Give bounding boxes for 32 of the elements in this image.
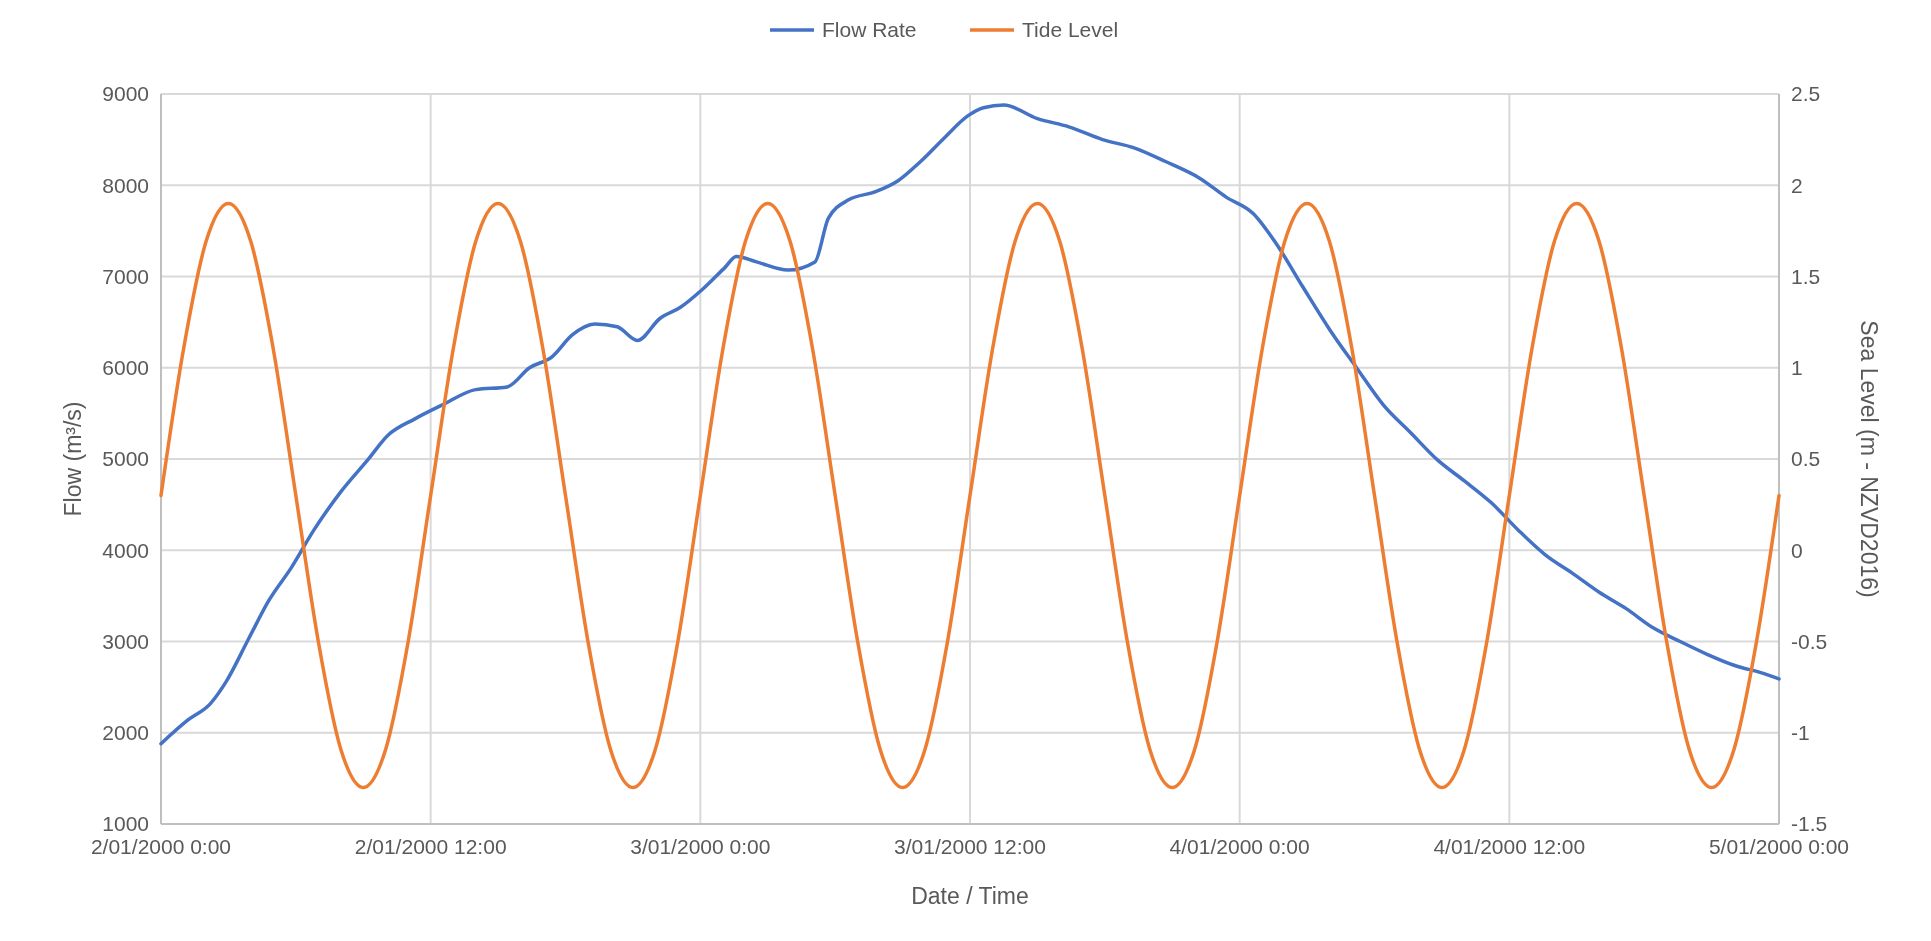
line-series: [159, 201, 1781, 790]
y-tick-label: 2000: [102, 721, 149, 745]
x-tick-label: 2/01/2000 12:00: [354, 835, 507, 858]
y-tick-label: 1000: [102, 812, 149, 836]
y-tick-label: 5000: [102, 447, 149, 471]
x-tick-label: 2/01/2000 0:00: [90, 835, 232, 858]
y-axis-title: Flow (m³/s): [60, 401, 86, 517]
y2-axis-title: Sea Level (m - NZVD2016): [1856, 320, 1882, 598]
y2-tick-label: -1.5: [1791, 812, 1828, 836]
y-tick-label: 9000: [102, 82, 149, 106]
x-tick-label: 3/01/2000 0:00: [630, 835, 771, 858]
x-tick-label: 4/01/2000 0:00: [1169, 835, 1310, 858]
y2-tick-label: 2: [1791, 173, 1803, 197]
y-tick-label: 4000: [102, 538, 149, 562]
x-axis-title: Date / Time: [911, 883, 1029, 909]
line-series: [159, 103, 1781, 746]
y2-tick-label: 0: [1791, 538, 1803, 562]
y-tick-label: 7000: [102, 264, 149, 288]
x-tick-label: 3/01/2000 12:00: [894, 835, 1046, 858]
y-tick-label: 6000: [102, 356, 149, 380]
y2-tick-label: 1: [1791, 356, 1803, 380]
y2-tick-label: -0.5: [1791, 629, 1828, 653]
legend-label: Flow Rate: [822, 18, 917, 42]
y2-tick-label: 0.5: [1791, 447, 1821, 471]
y-tick-label: 3000: [102, 629, 149, 653]
legend-label: Tide Level: [1022, 18, 1119, 42]
y2-tick-label: -1: [1791, 721, 1810, 745]
y2-tick-label: 2.5: [1791, 82, 1821, 106]
y2-tick-label: 1.5: [1791, 264, 1821, 288]
x-tick-label: 4/01/2000 12:00: [1433, 835, 1586, 858]
x-tick-label: 5/01/2000 0:00: [1708, 835, 1850, 858]
y-tick-label: 8000: [102, 173, 149, 197]
